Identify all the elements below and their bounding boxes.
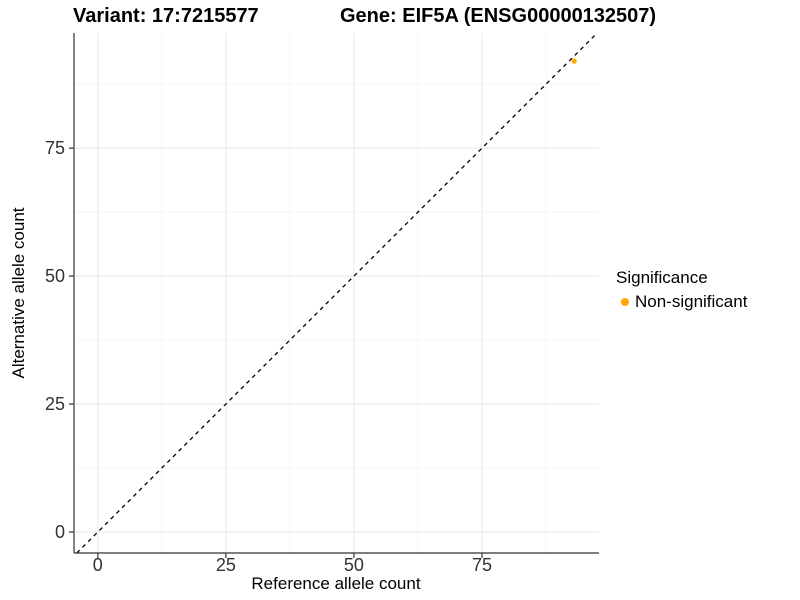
- y-axis-title: Alternative allele count: [9, 207, 28, 379]
- data-point: [571, 58, 577, 64]
- y-tick-label: 50: [45, 266, 65, 286]
- y-tick-label: 75: [45, 138, 65, 158]
- x-axis-title: Reference allele count: [251, 574, 421, 593]
- legend: Significance Non-significant: [616, 268, 747, 312]
- variant-title: Variant: 17:7215577: [73, 5, 259, 27]
- legend-title: Significance: [616, 268, 708, 287]
- y-tick-label: 25: [45, 394, 65, 414]
- legend-point-icon: [620, 298, 629, 306]
- legend-item-label: Non-significant: [635, 292, 748, 311]
- legend-key: [616, 294, 633, 311]
- x-tick-label: 50: [344, 555, 364, 575]
- x-tick-label: 0: [93, 555, 103, 575]
- legend-item-non-significant: Non-significant: [616, 292, 747, 312]
- gene-title: Gene: EIF5A (ENSG00000132507): [340, 5, 657, 27]
- x-tick-label: 25: [216, 555, 236, 575]
- identity-reference-line: [76, 32, 598, 554]
- panel-background: [74, 33, 599, 553]
- x-tick-label: 75: [472, 555, 492, 575]
- y-tick-label: 0: [55, 522, 65, 542]
